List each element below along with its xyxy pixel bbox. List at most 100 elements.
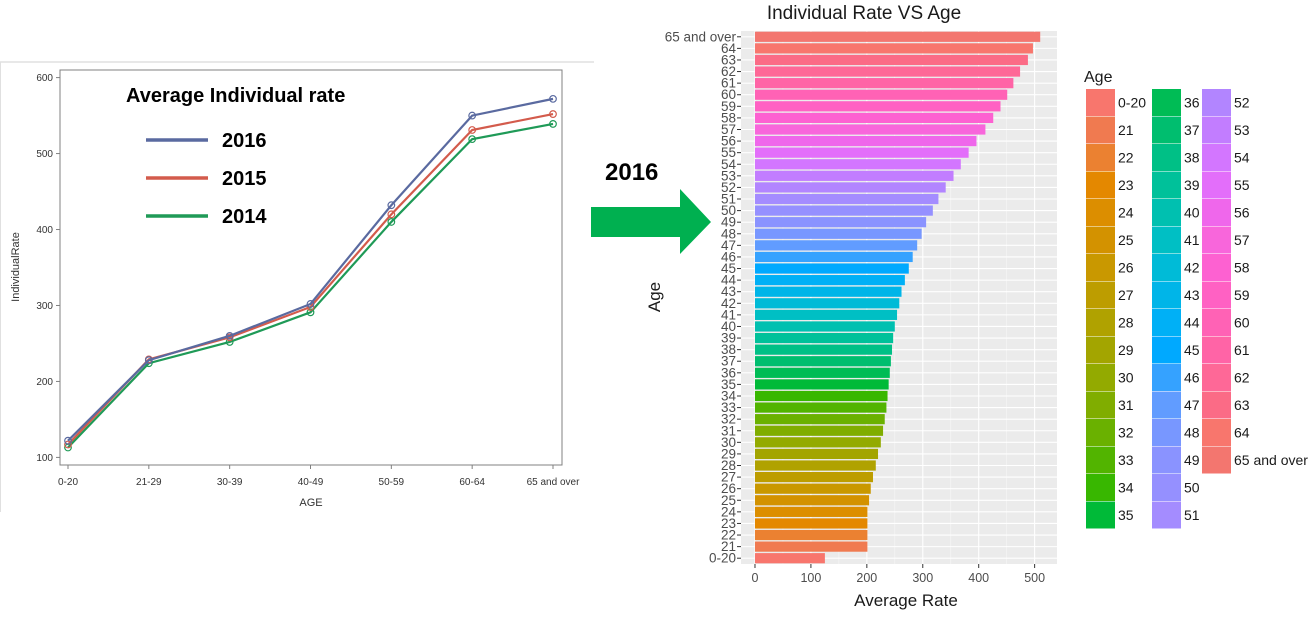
bar-chart-x-tick-label: 0 — [752, 571, 759, 585]
bar-chart-y-tick-label: 29 — [721, 446, 736, 461]
legend-label-age: 59 — [1234, 287, 1250, 303]
line-chart-y-tick-label: 400 — [36, 225, 53, 236]
legend-label-age: 27 — [1118, 287, 1134, 303]
legend-label-age: 44 — [1184, 315, 1200, 331]
bar-chart-x-tick-label: 200 — [856, 571, 877, 585]
line-chart-y-axis-label: IndividualRate — [10, 232, 22, 302]
line-chart-x-tick-label: 0-20 — [58, 477, 78, 488]
bar-chart-y-tick-label: 48 — [721, 226, 736, 241]
bar-age-55 — [754, 147, 969, 158]
legend-label-age: 37 — [1184, 122, 1200, 138]
bar-age-24 — [754, 506, 868, 517]
bar-chart-x-tick-label: 100 — [800, 571, 821, 585]
bar-chart-y-tick-label: 37 — [721, 354, 736, 369]
line-point-2016 — [306, 300, 315, 308]
bar-chart-x-tick-label: 400 — [968, 571, 989, 585]
bar-chart-y-tick-label: 46 — [721, 249, 736, 264]
legend-key-age-31 — [1086, 391, 1115, 419]
line-chart-legend: 2016 2015 2014 — [146, 130, 267, 228]
legend-key-age-47 — [1152, 391, 1181, 419]
legend-key-age-52 — [1202, 89, 1231, 116]
line-chart-x-tick-label: 65 and over — [527, 477, 580, 488]
bar-age-43 — [754, 286, 902, 297]
legend-label-age: 30 — [1118, 370, 1134, 386]
bar-chart-y-tick-label: 64 — [721, 41, 737, 56]
legend-key-age-37 — [1152, 116, 1181, 144]
bar-age-0-20 — [754, 553, 825, 564]
legend-label-age: 54 — [1234, 150, 1250, 166]
bar-chart-y-tick-label: 42 — [721, 296, 736, 311]
arrow-annotation: 2016 — [591, 159, 711, 254]
legend-key-age-59 — [1202, 281, 1231, 309]
bar-chart-bars — [754, 31, 1041, 564]
bar-age-34 — [754, 390, 888, 402]
bar-chart-x-tick-label: 300 — [912, 571, 933, 585]
legend-key-age-32 — [1086, 419, 1115, 446]
bar-chart-y-tick-label: 58 — [721, 110, 736, 125]
legend-label-age: 51 — [1184, 507, 1200, 523]
legend-key-age-64 — [1202, 419, 1231, 446]
bar-age-30 — [754, 437, 881, 448]
legend-key-age-43 — [1152, 281, 1181, 309]
bar-age-29 — [754, 448, 879, 460]
legend-label-age: 60 — [1234, 315, 1250, 331]
legend-key-age-34 — [1086, 474, 1115, 501]
bar-age-21 — [754, 541, 868, 552]
bar-age-22 — [754, 529, 868, 541]
legend-label-age: 39 — [1184, 177, 1200, 193]
bar-chart-y-tick-label: 22 — [721, 528, 736, 543]
bar-age-26 — [754, 483, 871, 494]
legend-label-age: 65 and over — [1234, 452, 1308, 468]
legend-label-age: 55 — [1234, 177, 1250, 193]
bar-chart-y-tick-label: 26 — [721, 481, 736, 496]
line-chart-x-tick-label: 60-64 — [459, 477, 485, 488]
bar-age-35 — [754, 379, 889, 390]
bar-age-27 — [754, 471, 873, 483]
legend-label-2014: 2014 — [222, 206, 267, 228]
bar-chart-panel: 0-20212223242526272829303132333435363738… — [645, 3, 1308, 610]
legend-key-age-44 — [1152, 309, 1181, 336]
legend-label-age: 52 — [1234, 95, 1250, 111]
legend-label-age: 53 — [1234, 122, 1250, 138]
bar-age-54 — [754, 159, 961, 170]
bar-chart-y-tick-label: 28 — [721, 458, 736, 473]
legend-key-age-65-and-over — [1202, 446, 1231, 474]
legend-label-age: 43 — [1184, 287, 1200, 303]
line-point-2014 — [549, 120, 557, 128]
legend-key-age-39 — [1152, 171, 1181, 199]
bar-chart-y-tick-label: 30 — [721, 435, 736, 450]
legend-key-age-21 — [1086, 116, 1115, 144]
legend-label-2016: 2016 — [222, 130, 267, 152]
legend-key-age-62 — [1202, 364, 1231, 391]
bar-age-59 — [754, 101, 1001, 112]
line-chart-panel: 100 200 300 400 500 600 0-20 21-29 30-39 40-49 50… — [0, 61, 594, 512]
bar-age-42 — [754, 298, 900, 309]
legend-label-age: 45 — [1184, 342, 1200, 358]
line-point-2015 — [549, 110, 557, 118]
legend-label-age: 46 — [1184, 370, 1200, 386]
legend-key-age-36 — [1152, 89, 1181, 116]
bar-chart-x-axis-label: Average Rate — [854, 591, 958, 610]
legend-key-age-58 — [1202, 254, 1231, 281]
legend-key-age-45 — [1152, 336, 1181, 364]
legend-label-age: 47 — [1184, 397, 1200, 413]
line-point-2016 — [144, 356, 153, 365]
bar-chart-y-tick-label: 55 — [721, 145, 736, 160]
legend-key-age-48 — [1152, 419, 1181, 446]
bar-age-31 — [754, 425, 884, 436]
bar-age-65-and-over — [754, 31, 1041, 42]
bar-age-51 — [754, 193, 939, 205]
bar-chart-y-tick-label: 57 — [721, 122, 736, 137]
bar-age-37 — [754, 356, 891, 367]
line-chart-plot-frame — [59, 69, 563, 466]
legend-key-age-57 — [1202, 226, 1231, 254]
bar-chart-y-tick-label: 23 — [721, 516, 736, 531]
line-point-2014 — [306, 308, 315, 317]
legend-key-age-35 — [1086, 501, 1115, 529]
bar-chart-y-tick-label: 59 — [721, 99, 736, 114]
legend-key-age-29 — [1086, 336, 1115, 364]
bar-age-57 — [754, 124, 986, 135]
legend-label-age: 40 — [1184, 205, 1200, 221]
bar-chart-y-axis: 0-20212223242526272829303132333435363738… — [665, 29, 741, 566]
bar-age-50 — [754, 205, 933, 216]
